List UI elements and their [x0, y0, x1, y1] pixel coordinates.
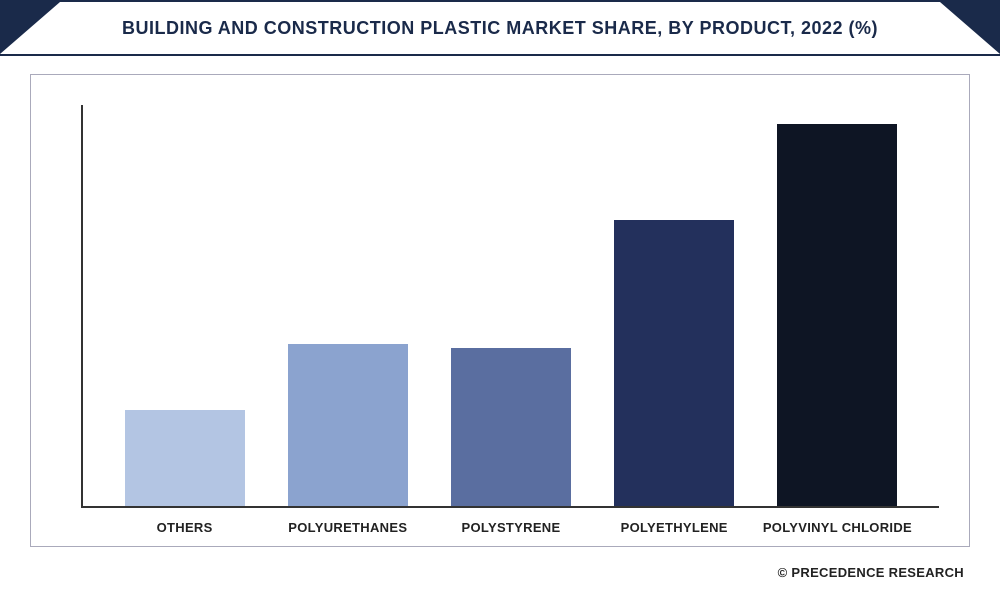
bar-polystyrene	[451, 348, 571, 505]
bar-polyvinyl-chloride	[777, 124, 897, 506]
bar-slot	[266, 105, 429, 506]
bar-others	[125, 410, 245, 505]
bar-polyurethanes	[288, 344, 408, 506]
chart-title: BUILDING AND CONSTRUCTION PLASTIC MARKET…	[122, 18, 878, 39]
chart-title-bar: BUILDING AND CONSTRUCTION PLASTIC MARKET…	[0, 0, 1000, 56]
bar-slot	[429, 105, 592, 506]
bar-slot	[103, 105, 266, 506]
x-label: POLYSTYRENE	[429, 520, 592, 536]
x-label: POLYURETHANES	[266, 520, 429, 536]
header-corner-right	[940, 2, 1000, 54]
x-label: POLYVINYL CHLORIDE	[756, 520, 919, 536]
bar-slot	[756, 105, 919, 506]
x-axis-labels: OTHERS POLYURETHANES POLYSTYRENE POLYETH…	[83, 508, 939, 536]
bar-slot	[593, 105, 756, 506]
plot-area	[81, 105, 939, 508]
x-label: POLYETHYLENE	[593, 520, 756, 536]
x-label: OTHERS	[103, 520, 266, 536]
header-corner-left	[0, 2, 60, 54]
chart-frame: OTHERS POLYURETHANES POLYSTYRENE POLYETH…	[30, 74, 970, 547]
source-attribution: © PRECEDENCE RESEARCH	[0, 557, 1000, 594]
bar-polyethylene	[614, 220, 734, 506]
